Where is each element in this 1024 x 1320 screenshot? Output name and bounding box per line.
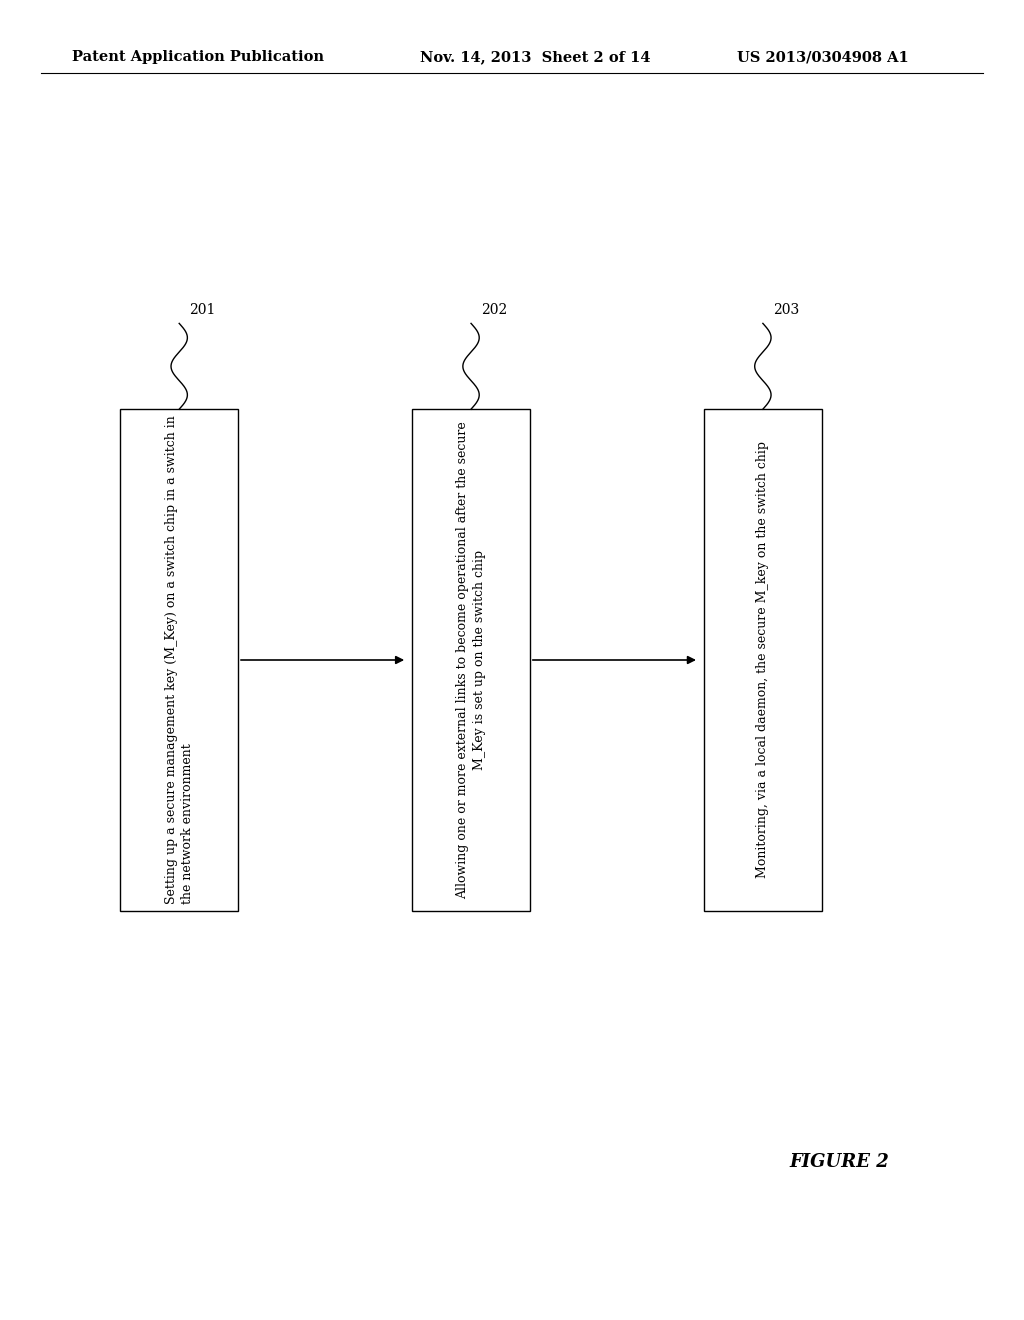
Text: Monitoring, via a local daemon, the secure M_key on the switch chip: Monitoring, via a local daemon, the secu… — [757, 441, 769, 879]
Text: Patent Application Publication: Patent Application Publication — [72, 50, 324, 65]
Bar — [121, 409, 238, 911]
Text: Setting up a secure management key (M_Key) on a switch chip in a switch in
the n: Setting up a secure management key (M_Ke… — [165, 416, 194, 904]
Text: Nov. 14, 2013  Sheet 2 of 14: Nov. 14, 2013 Sheet 2 of 14 — [420, 50, 650, 65]
Text: US 2013/0304908 A1: US 2013/0304908 A1 — [737, 50, 909, 65]
Bar — [705, 409, 821, 911]
Text: 203: 203 — [773, 302, 800, 317]
Text: 202: 202 — [481, 302, 508, 317]
Bar — [412, 409, 530, 911]
Text: Allowing one or more external links to become operational after the secure
M_Key: Allowing one or more external links to b… — [457, 421, 485, 899]
Text: FIGURE 2: FIGURE 2 — [790, 1152, 890, 1171]
Text: 201: 201 — [189, 302, 216, 317]
